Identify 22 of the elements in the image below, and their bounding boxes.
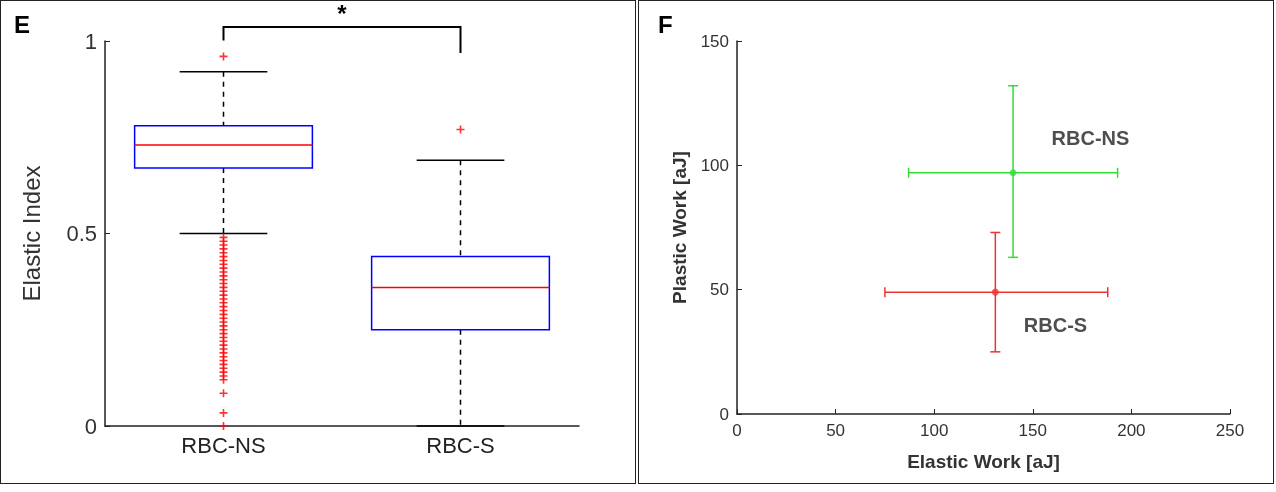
y-axis-title: Plastic Work [aJ]: [669, 151, 690, 304]
y-tick-label: 0.5: [66, 221, 97, 246]
y-tick-label: 100: [700, 155, 729, 175]
x-tick-label: 0: [732, 421, 742, 440]
series-label: RBC-S: [1023, 314, 1088, 337]
y-tick-label: 50: [710, 280, 729, 300]
y-tick-label: 0: [719, 404, 729, 424]
x-tick-label: 150: [1018, 421, 1047, 440]
x-tick-label: 250: [1215, 421, 1245, 440]
x-axis-title: Elastic Work [aJ]: [907, 451, 1060, 472]
chart-title: F: [658, 10, 673, 38]
chart-title: E: [14, 10, 31, 38]
text: *: [337, 0, 348, 27]
x-tick-label: RBC-S: [426, 432, 495, 458]
text: RBC-NS: [1051, 126, 1130, 149]
y-axis-title: Elastic Index: [17, 165, 45, 302]
x-tick-label: RBC-NS: [181, 432, 266, 458]
y-tick-label: 1: [84, 28, 97, 54]
x-tick-label: 100: [920, 421, 949, 440]
y-tick-label: 150: [700, 31, 729, 51]
x-tick-label: 200: [1117, 421, 1146, 440]
x-tick-label: 50: [826, 421, 846, 440]
